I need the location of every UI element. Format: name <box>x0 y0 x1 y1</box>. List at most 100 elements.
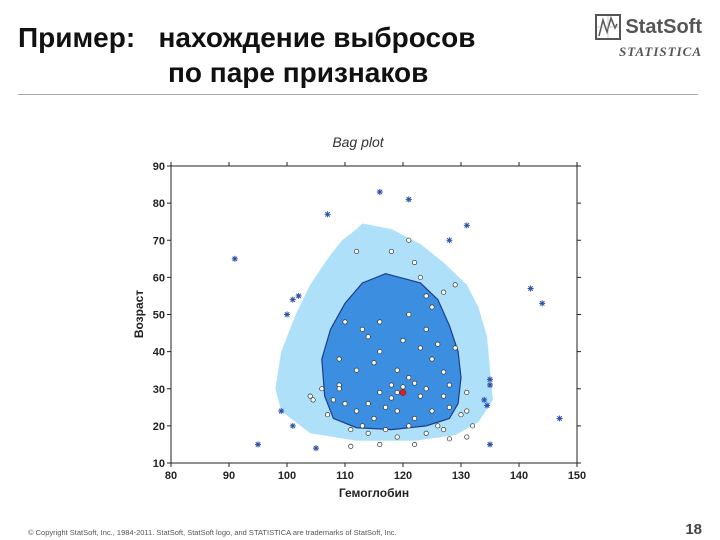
data-point <box>441 393 447 399</box>
outlier-point <box>289 422 296 429</box>
x-tick-label: 110 <box>336 470 354 482</box>
data-point <box>377 441 383 447</box>
data-point <box>388 248 394 254</box>
x-tick-label: 120 <box>394 470 412 482</box>
x-tick-label: 140 <box>510 470 528 482</box>
data-point <box>336 386 342 392</box>
data-point <box>371 360 377 366</box>
x-tick-label: 150 <box>568 470 586 482</box>
data-point <box>470 423 476 429</box>
page-number: 18 <box>685 521 702 538</box>
data-point <box>330 397 336 403</box>
y-tick-label: 40 <box>153 347 165 359</box>
outlier-point <box>539 300 546 307</box>
data-point <box>325 412 331 418</box>
outlier-point <box>324 211 331 218</box>
data-point <box>412 380 418 386</box>
data-point <box>342 319 348 325</box>
outlier-point <box>446 237 453 244</box>
data-point <box>406 237 412 243</box>
data-point <box>359 423 365 429</box>
data-point <box>412 415 418 422</box>
data-point <box>429 304 435 310</box>
outlier-point <box>487 441 493 448</box>
y-tick-label: 20 <box>153 421 165 433</box>
x-tick-label: 100 <box>278 470 296 482</box>
outlier-point <box>527 285 534 292</box>
outlier-point <box>487 382 493 389</box>
median-point <box>399 389 407 396</box>
data-point <box>417 274 423 280</box>
ticks-layer: 80 90 100 110 120 130 140 150 10 20 30 40 50 60 70 80 90 <box>153 161 586 482</box>
data-point <box>388 382 394 388</box>
data-point <box>388 395 394 401</box>
y-tick-label: 10 <box>153 458 165 470</box>
data-point <box>406 423 412 429</box>
title-divider <box>18 94 698 95</box>
data-point <box>359 326 365 332</box>
x-tick-label: 80 <box>165 470 177 482</box>
data-point <box>371 415 377 422</box>
slide-title-line-2: по паре признаков <box>168 57 429 88</box>
x-tick-label: 130 <box>452 470 470 482</box>
y-tick-label: 60 <box>153 272 165 284</box>
data-point <box>423 430 429 436</box>
outlier-point <box>463 222 470 229</box>
y-tick-label: 50 <box>153 310 165 322</box>
data-point <box>400 337 406 344</box>
y-tick-label: 90 <box>153 161 165 173</box>
data-point <box>435 423 441 429</box>
data-point <box>441 369 447 375</box>
data-point <box>417 393 423 399</box>
data-point <box>319 386 325 392</box>
data-point <box>423 326 429 332</box>
data-point <box>348 427 354 433</box>
data-point <box>377 319 383 325</box>
outlier-point <box>556 415 563 422</box>
data-point <box>365 401 371 407</box>
outlier-point <box>484 402 491 409</box>
slide-title-line-1: Пример: нахождение выбросов <box>18 22 476 53</box>
outlier-point <box>487 376 493 383</box>
data-point <box>452 282 458 288</box>
data-point <box>394 367 400 373</box>
outlier-point <box>255 441 261 448</box>
data-point <box>429 408 435 414</box>
points-layer <box>307 237 476 449</box>
data-point <box>383 427 389 433</box>
data-point <box>342 401 348 407</box>
data-point <box>307 393 313 399</box>
data-point <box>400 384 406 390</box>
data-point <box>446 382 452 388</box>
data-point <box>464 408 470 414</box>
data-point <box>377 389 383 396</box>
data-point <box>446 404 452 410</box>
data-point <box>441 427 447 433</box>
median-layer <box>399 389 407 396</box>
outlier-point <box>313 445 319 452</box>
outlier-point <box>376 188 383 195</box>
outlier-point <box>231 255 238 262</box>
data-point <box>412 441 418 447</box>
y-axis-label: Возраст <box>132 290 146 338</box>
outlier-point <box>295 292 302 299</box>
data-point <box>417 345 423 351</box>
data-point <box>336 356 342 362</box>
outlier-point <box>289 296 296 303</box>
data-point <box>406 311 412 318</box>
logo-name: StatSoft <box>625 15 702 38</box>
y-tick-label: 80 <box>153 198 165 210</box>
data-point <box>348 443 354 449</box>
data-point <box>423 293 429 299</box>
data-point <box>394 408 400 414</box>
x-axis-label: Гемоглобин <box>339 486 409 500</box>
data-point <box>464 434 470 440</box>
data-point <box>423 386 429 392</box>
outlier-point <box>284 311 290 318</box>
y-tick-label: 70 <box>153 235 165 247</box>
data-point <box>394 434 400 440</box>
data-point <box>429 356 435 362</box>
data-point <box>354 248 360 254</box>
data-point <box>365 334 371 340</box>
